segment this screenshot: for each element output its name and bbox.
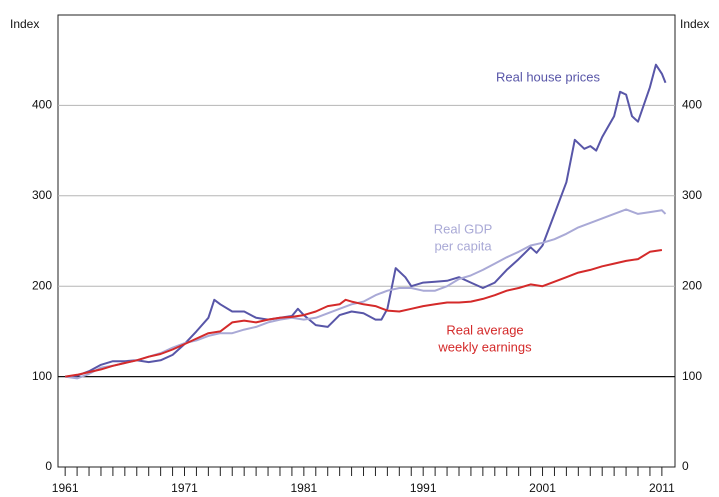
- x-tick-label: 2011: [649, 481, 675, 495]
- series-line: [65, 63, 667, 378]
- series-label: Real house prices: [496, 69, 601, 84]
- y2-tick-label: 200: [682, 278, 702, 292]
- x-tick-label: 1991: [410, 481, 437, 495]
- series-label: per capita: [434, 238, 492, 253]
- y2-tick-label: 300: [682, 188, 702, 202]
- series-line: [65, 249, 663, 378]
- series-label: weekly earnings: [437, 339, 532, 354]
- y-tick-label: 200: [32, 278, 52, 292]
- y-axis-label: Index: [10, 17, 39, 31]
- x-tick-label: 1971: [171, 481, 198, 495]
- y2-axis-label: Index: [680, 17, 709, 31]
- y-tick-label: 100: [32, 369, 52, 383]
- y-tick-label: 300: [32, 188, 52, 202]
- series-line: [65, 208, 667, 380]
- x-tick-label: 1981: [290, 481, 317, 495]
- series-label: Real GDP: [434, 221, 493, 236]
- y2-tick-label: 400: [682, 98, 702, 112]
- y-tick-label: 400: [32, 98, 52, 112]
- plot-frame: [57, 14, 676, 468]
- x-tick-label: 2001: [529, 481, 556, 495]
- series-label: Real average: [446, 322, 523, 337]
- y2-tick-label: 100: [682, 369, 702, 383]
- x-tick-label: 1961: [52, 481, 79, 495]
- y2-tick-label: 0: [682, 459, 689, 473]
- y-tick-label: 0: [45, 459, 52, 473]
